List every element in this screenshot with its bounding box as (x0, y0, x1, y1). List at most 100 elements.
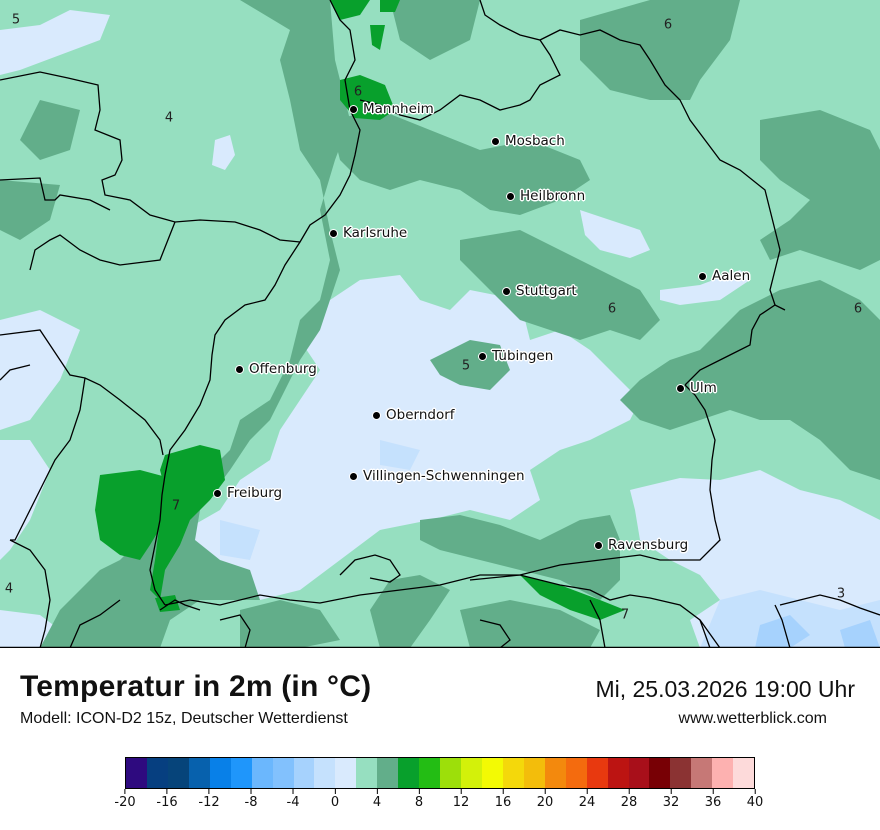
tick-label: -12 (198, 795, 220, 810)
tick-label: 20 (536, 795, 554, 810)
colorbar-tick: 28 (620, 789, 638, 810)
city-label: Offenburg (249, 361, 317, 377)
temp-band-4-6 (0, 0, 880, 648)
colorbar-bin (712, 758, 734, 788)
tick-label: 8 (414, 795, 424, 810)
city-dot-icon (235, 364, 244, 374)
colorbar-tick: 4 (373, 789, 381, 810)
city-label: Freiburg (227, 485, 283, 501)
city-marker[interactable]: Offenburg (235, 361, 317, 377)
city-marker[interactable]: Mosbach (491, 133, 565, 149)
tick-label: 12 (452, 795, 470, 810)
contour-value-label: 6 (353, 84, 363, 100)
city-label: Karlsruhe (343, 225, 408, 241)
tick-mark (502, 789, 504, 794)
contour-value-label: 5 (11, 12, 21, 28)
colorbar-bin (377, 758, 399, 788)
colorbar-tick: 32 (663, 789, 679, 810)
tick-mark (166, 789, 168, 794)
city-marker[interactable]: Freiburg (213, 485, 282, 501)
city-marker[interactable]: Heilbronn (506, 188, 585, 204)
tick-label: 24 (578, 795, 596, 810)
city-label: Oberndorf (386, 407, 455, 423)
colorbar-bin (209, 758, 231, 788)
tick-mark (208, 789, 210, 794)
tick-label: 40 (746, 795, 764, 810)
colorbar-tick: 40 (746, 789, 764, 810)
colorbar-tick: 20 (536, 789, 554, 810)
city-label: Mannheim (363, 101, 434, 117)
city-dot-icon (506, 191, 515, 201)
colorbar-tick: 0 (331, 789, 339, 810)
chart-title: Temperatur in 2m (in °C) (20, 670, 372, 703)
tick-label: 28 (620, 795, 638, 810)
city-marker[interactable]: Villingen-Schwenningen (349, 468, 525, 484)
tick-mark (754, 789, 756, 794)
tick-mark (250, 789, 252, 794)
tick-label: 0 (330, 795, 340, 810)
colorbar-bin (146, 758, 168, 788)
city-marker[interactable]: Stuttgart (502, 283, 577, 299)
city-label: Ulm (690, 380, 717, 396)
colorbar-bin (293, 758, 315, 788)
borders (0, 0, 880, 648)
colorbar-tick: -12 (198, 789, 220, 810)
tick-mark (712, 789, 714, 794)
tick-label: -4 (286, 795, 300, 810)
colorbar-bin (251, 758, 273, 788)
city-marker[interactable]: Karlsruhe (329, 225, 407, 241)
colorbar-bin (628, 758, 650, 788)
tick-mark (334, 789, 336, 794)
city-marker[interactable]: Oberndorf (372, 407, 455, 423)
colorbar-tick: 16 (494, 789, 512, 810)
colorbar-bin (167, 758, 189, 788)
temperature-map[interactable]: 5 4 6 6 6 6 5 7 4 7 3 Mannheim Mosbach Heilbronn Karl… (0, 0, 880, 648)
temp-band-6-8 (95, 0, 625, 620)
city-dot-icon (478, 351, 487, 361)
colorbar-bin (230, 758, 252, 788)
colorbar-tick: -4 (286, 789, 300, 810)
tick-mark (292, 789, 294, 794)
colorbar-bin (586, 758, 608, 788)
city-marker[interactable]: Mannheim (349, 101, 434, 117)
colorbar-tick: 24 (578, 789, 596, 810)
city-marker[interactable]: Ulm (676, 380, 717, 396)
tick-label: 36 (704, 795, 722, 810)
city-dot-icon (676, 383, 685, 393)
tick-label: -20 (114, 795, 136, 810)
colorbar-tick: 12 (452, 789, 470, 810)
colorbar-ticks: -20 -16 -12 -8 -4 0 4 8 12 16 20 24 28 32 36 40 (114, 789, 763, 819)
colorbar-bin (314, 758, 336, 788)
city-dot-icon (372, 410, 381, 420)
city-marker[interactable]: Aalen (698, 268, 750, 284)
tick-label: 16 (494, 795, 512, 810)
colorbar-tick: -8 (244, 789, 258, 810)
contour-value-label: 6 (607, 301, 617, 317)
tick-label: 4 (372, 795, 382, 810)
city-label: Stuttgart (516, 283, 577, 299)
colorbar-legend (125, 757, 755, 789)
contour-value-label: 3 (836, 586, 846, 602)
colorbar-bin (502, 758, 524, 788)
website-link[interactable]: www.wetterblick.com (678, 710, 827, 727)
city-dot-icon (502, 286, 511, 296)
temp-band-minus4-minus2 (755, 615, 880, 648)
city-marker[interactable]: Ravensburg (594, 537, 688, 553)
contour-value-label: 5 (461, 358, 471, 374)
colorbar-bin (544, 758, 566, 788)
colorbar-bin (398, 758, 420, 788)
city-marker[interactable]: Tübingen (478, 348, 553, 364)
tick-mark (124, 789, 126, 794)
city-dot-icon (491, 136, 500, 146)
colorbar-tick: -20 (114, 789, 136, 810)
tick-mark (544, 789, 546, 794)
colorbar-bin (649, 758, 671, 788)
colorbar-tick: 36 (704, 789, 722, 810)
tick-label: -8 (244, 795, 258, 810)
colorbar-bin (481, 758, 503, 788)
tick-mark (460, 789, 462, 794)
city-label: Villingen-Schwenningen (363, 468, 525, 484)
tick-mark (376, 789, 378, 794)
city-dot-icon (698, 271, 707, 281)
contour-value-label: 7 (620, 607, 630, 623)
